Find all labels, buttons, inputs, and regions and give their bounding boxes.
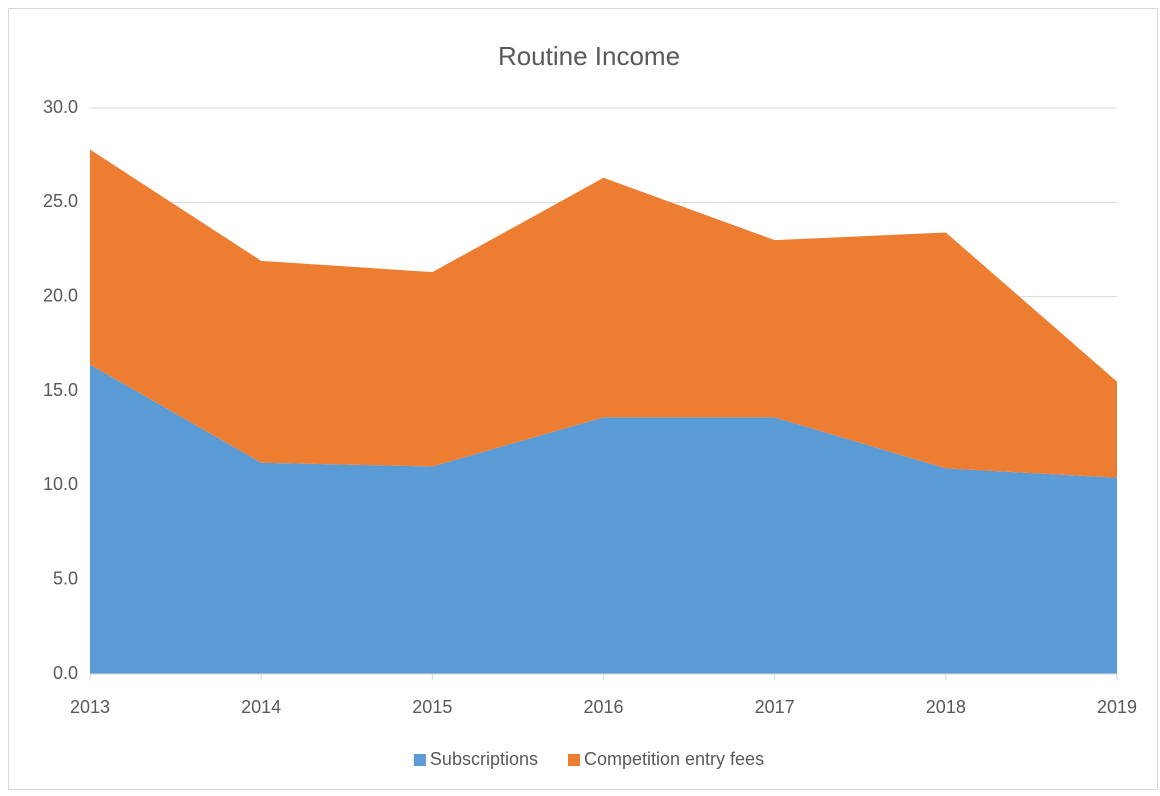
x-tick-label: 2017 (755, 697, 795, 717)
legend-swatch (567, 754, 580, 766)
y-tick-label: 5.0 (53, 568, 78, 588)
area (90, 149, 1117, 478)
x-tick-label: 2016 (583, 697, 623, 717)
legend-swatch (413, 754, 426, 766)
legend-label: Competition entry fees (584, 749, 764, 769)
y-tick-label: 10.0 (43, 474, 78, 494)
x-tick-label: 2018 (926, 697, 966, 717)
area (90, 364, 1117, 674)
x-tick-label: 2015 (412, 697, 452, 717)
y-tick-label: 0.0 (53, 663, 78, 683)
chart-title: Routine Income (498, 41, 680, 71)
legend-label: Subscriptions (430, 749, 538, 769)
x-tick-label: 2013 (70, 697, 110, 717)
x-tick-label: 2019 (1097, 697, 1137, 717)
y-tick-label: 30.0 (43, 97, 78, 117)
x-tick-label: 2014 (241, 697, 281, 717)
y-tick-label: 15.0 (43, 380, 78, 400)
y-tick-label: 20.0 (43, 285, 78, 305)
legend: Subscriptions Competition entry fees (413, 749, 764, 769)
y-tick-label: 25.0 (43, 191, 78, 211)
